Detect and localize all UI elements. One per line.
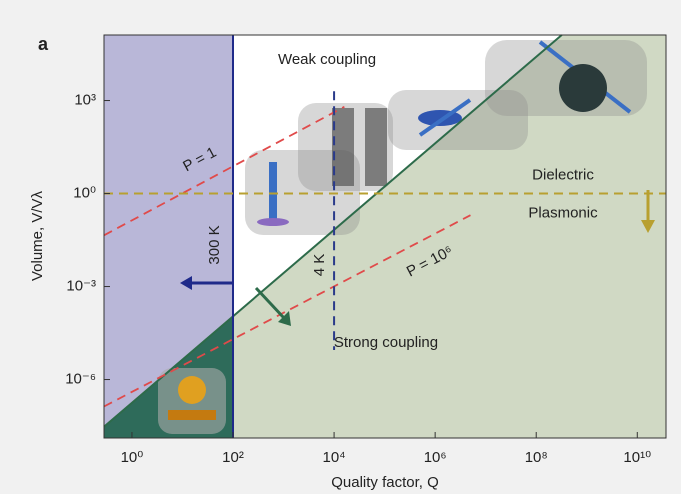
weak-label: Weak coupling	[278, 51, 376, 68]
temperature-label: 4 K	[311, 254, 328, 277]
panel-label: a	[38, 34, 49, 54]
sphere-icon	[559, 64, 607, 112]
plasmonic-label: Plasmonic	[528, 205, 598, 222]
strong-label: Strong coupling	[334, 334, 438, 351]
crystal-icon	[332, 108, 354, 186]
cold-region	[104, 35, 234, 427]
coupling-boundary	[103, 34, 563, 428]
particle-icon	[178, 376, 206, 404]
device-boxes	[158, 40, 647, 434]
plot-frame	[103, 34, 667, 439]
arrows	[180, 190, 655, 326]
film-icon	[168, 410, 216, 420]
x-tick-label: 10⁴	[323, 449, 346, 466]
strong-region	[233, 35, 666, 438]
x-tick-label: 10⁸	[525, 449, 548, 466]
power-line	[103, 214, 471, 408]
arrow-head	[180, 276, 192, 290]
power-line	[103, 105, 345, 237]
y-tick-label: 10⁻⁶	[65, 371, 96, 388]
x-axis-label: Quality factor, Q	[331, 474, 439, 491]
y-axis-label: Volume, V/Vλ	[29, 190, 46, 281]
temperature-label: 300 K	[206, 225, 223, 264]
y-tick-label: 10³	[74, 92, 96, 109]
x-tick-label: 10⁶	[424, 449, 447, 466]
x-tick-label: 10⁰	[121, 449, 144, 466]
arrow-head	[641, 220, 655, 233]
pillar-base-icon	[257, 218, 289, 226]
pillar-icon	[269, 162, 277, 222]
x-tick-label: 10²	[222, 449, 244, 466]
y-tick-label: 10⁰	[73, 185, 96, 202]
waveguide-icon	[418, 98, 472, 137]
y-tick-label: 10⁻³	[66, 278, 96, 295]
crystal-icon	[365, 108, 387, 186]
arrow	[254, 286, 286, 320]
arrow-head	[278, 311, 291, 326]
x-tick-label: 10¹⁰	[623, 449, 651, 466]
dielectric-label: Dielectric	[532, 167, 594, 184]
